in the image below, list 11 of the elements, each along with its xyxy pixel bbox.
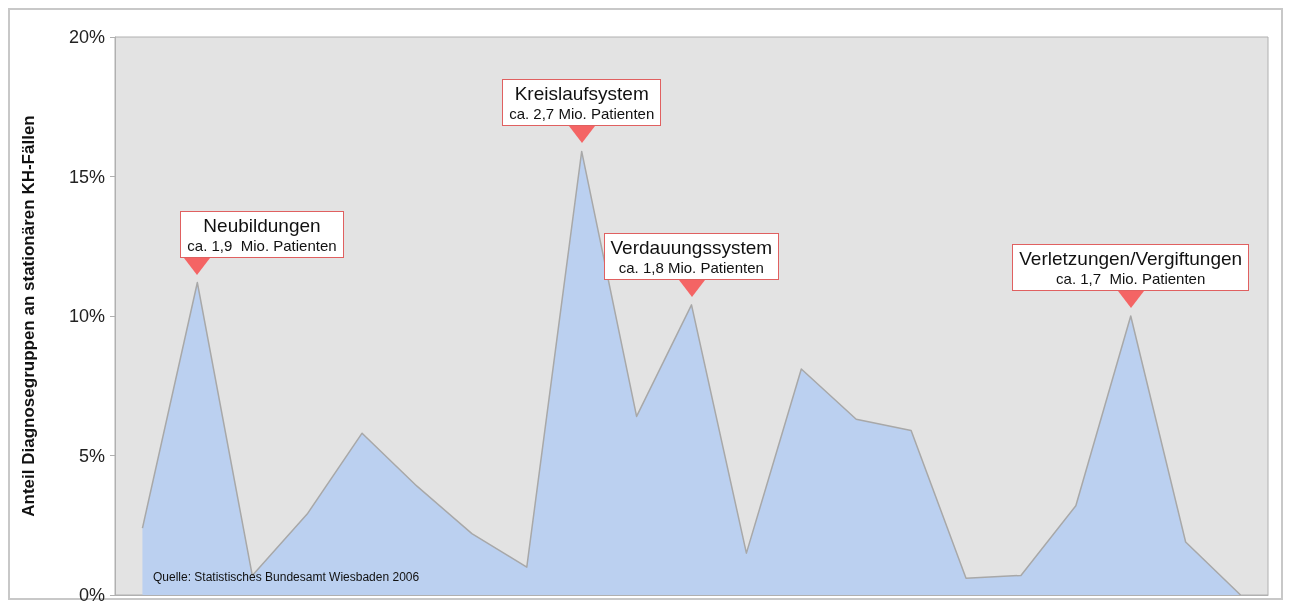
y-tick-label: 5% (78, 445, 105, 466)
annotation: Neubildungen ca. 1,9 Mio. Patienten (187, 214, 337, 254)
y-axis-title: Anteil Diagnosegruppen an stationären KH-Fällen (19, 115, 38, 517)
y-tick-label: 0% (78, 585, 105, 605)
y-tick-label: 10% (68, 306, 105, 326)
y-tick-label: 20% (68, 27, 105, 47)
annotation: Kreislaufsystem ca. 2,7 Mio. Patienten (509, 83, 655, 123)
y-tick-label: 15% (68, 166, 105, 187)
annotation: Verdauungssystem ca. 1,8 Mio. Patienten (610, 236, 773, 276)
annotation: Quelle: Statistisches Bundesamt Wiesbaden 2006 (153, 570, 420, 584)
annotation: Verletzungen/Vergiftungen ca. 1,7 Mio. Patienten (1019, 248, 1243, 287)
